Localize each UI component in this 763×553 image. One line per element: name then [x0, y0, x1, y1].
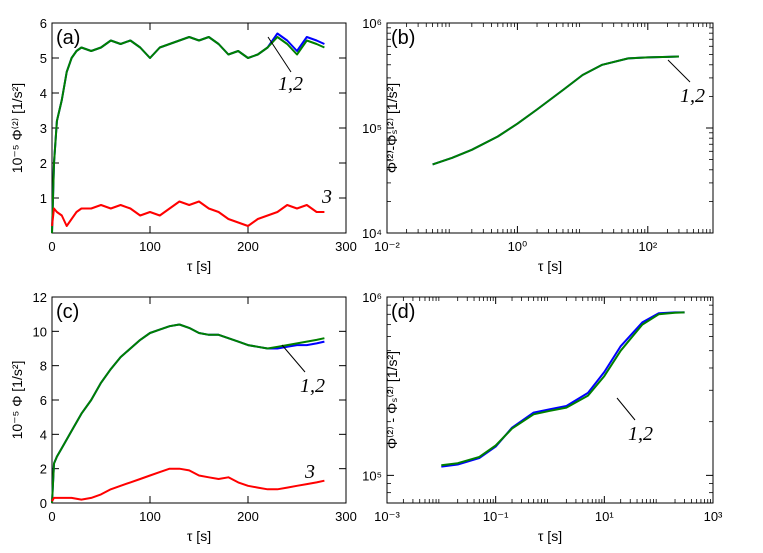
x-tick-label: 10¹ [595, 509, 614, 524]
annotation-leader-line [616, 397, 636, 421]
x-axis-label: τ [s] [187, 528, 211, 544]
series-line-2 [51, 323, 325, 504]
panel-label: (b) [391, 27, 415, 49]
y-axis-label: Φ⁽²⁾ - Φₛ⁽²⁾ [1/s²] [384, 351, 400, 449]
x-tick-label: 100 [139, 239, 161, 254]
x-axis-label: τ [s] [538, 528, 562, 544]
series-line-2 [432, 55, 679, 166]
x-tick-label: 200 [237, 239, 259, 254]
y-tick-label: 10 [33, 324, 47, 339]
series-annotation: 1,2 [300, 375, 325, 397]
panel-1: 0 100 200 300 1 2 3 4 5 6 τ [s] 10⁻⁵ Φ⁽²⁾ [1/s²] (a)… [9, 16, 357, 274]
y-tick-label: 0 [40, 496, 47, 511]
series-annotation: 3 [304, 461, 315, 483]
series-line-1 [51, 32, 325, 234]
y-tick-label: 12 [33, 290, 47, 305]
y-tick-label: 4 [40, 427, 47, 442]
y-tick-label: 3 [40, 121, 47, 136]
x-tick-label: 300 [335, 509, 357, 524]
panel-label: (a) [56, 27, 80, 49]
y-tick-label: 10⁵ [362, 121, 382, 136]
panel-label: (d) [391, 301, 415, 323]
plot-frame [386, 296, 714, 504]
plot-frame [386, 22, 714, 234]
x-tick-label: 10⁻³ [374, 509, 400, 524]
series-line-2 [51, 36, 325, 234]
series-line-3 [51, 467, 325, 502]
annotation-leader-line [667, 59, 691, 83]
panel-3: 0 100 200 300 0 2 4 6 8 10 12 τ [s] 10⁻⁵ Φ [1/s²] (c)… [9, 290, 357, 544]
series-annotation: 1,2 [278, 73, 303, 95]
series-line-1 [51, 323, 325, 504]
y-axis-label: 10⁻⁵ Φ [1/s²] [9, 361, 25, 440]
x-tick-label: 300 [335, 239, 357, 254]
y-tick-label: 10⁶ [362, 16, 382, 31]
x-tick-label: 100 [139, 509, 161, 524]
y-tick-label: 2 [40, 462, 47, 477]
series-annotation: 3 [321, 186, 332, 208]
plot-frame [51, 296, 347, 504]
y-axis-label: 10⁻⁵ Φ⁽²⁾ [1/s²] [9, 83, 25, 173]
x-axis-label: τ [s] [538, 258, 562, 274]
y-tick-label: 6 [40, 393, 47, 408]
series-annotation: 1,2 [628, 423, 653, 445]
x-tick-label: 10⁻² [374, 239, 400, 254]
x-tick-label: 0 [48, 509, 55, 524]
x-tick-label: 10² [638, 239, 657, 254]
y-tick-label: 8 [40, 359, 47, 374]
y-tick-label: 4 [40, 86, 47, 101]
y-tick-label: 10⁶ [362, 290, 382, 305]
y-tick-label: 5 [40, 51, 47, 66]
y-tick-label: 10⁴ [362, 226, 382, 241]
y-tick-label: 10⁵ [362, 468, 382, 483]
y-tick-label: 6 [40, 16, 47, 31]
series-line-3 [51, 200, 325, 227]
panel-label: (c) [56, 301, 79, 323]
x-tick-label: 10³ [704, 509, 723, 524]
panel-2: 10⁻² 10⁰ 10² 10⁴ 10⁵ 10⁶ τ [s] Φ⁽²⁾-Φₛ⁽²⁾ [1/s²… [362, 16, 714, 274]
x-tick-label: 10⁻¹ [483, 509, 509, 524]
y-tick-label: 2 [40, 156, 47, 171]
y-tick-label: 1 [40, 191, 47, 206]
x-tick-label: 10⁰ [508, 239, 528, 254]
series-annotation: 1,2 [680, 85, 705, 107]
x-tick-label: 0 [48, 239, 55, 254]
panel-4: 10⁻³ 10⁻¹ 10¹ 10³ 10⁵ 10⁶ τ [s] Φ⁽²⁾ - Φₛ⁽²⁾ [1… [362, 290, 723, 544]
x-tick-label: 200 [237, 509, 259, 524]
annotation-leader-line [267, 36, 292, 73]
series-line-1 [432, 55, 679, 166]
annotation-leader-line [281, 344, 306, 373]
series-line-2 [441, 311, 685, 467]
y-axis-label: Φ⁽²⁾-Φₛ⁽²⁾ [1/s²] [384, 83, 400, 173]
x-axis-label: τ [s] [187, 258, 211, 274]
